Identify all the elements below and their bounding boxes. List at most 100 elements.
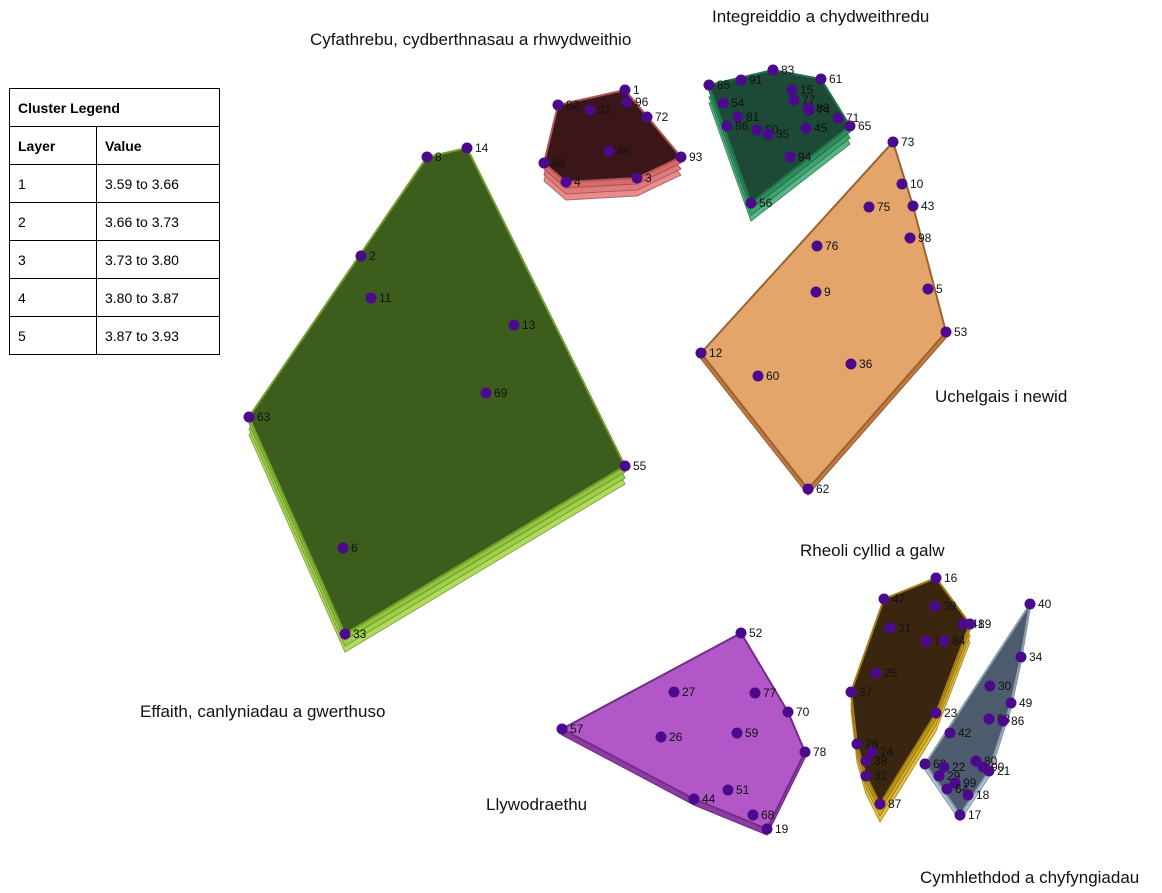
statement-number: 84 xyxy=(952,634,966,648)
statement-point xyxy=(810,286,822,298)
statement-point xyxy=(851,738,863,750)
statement-number: 82 xyxy=(566,98,580,112)
legend-value: 3.87 to 3.93 xyxy=(96,316,220,355)
legend-value: 3.66 to 3.73 xyxy=(96,202,220,241)
statement-point xyxy=(845,358,857,370)
statement-number: 74 xyxy=(817,103,831,117)
statement-number: 45 xyxy=(814,121,828,135)
statement-point xyxy=(984,680,996,692)
legend-row: 1 3.59 to 3.66 xyxy=(9,164,220,203)
statement-number: 49 xyxy=(1019,696,1033,710)
statement-point xyxy=(762,128,774,140)
statement-point xyxy=(954,809,966,821)
statement-point xyxy=(964,618,976,630)
statement-number: 21 xyxy=(997,764,1011,778)
statement-point xyxy=(243,411,255,423)
cluster-hull xyxy=(699,140,948,491)
statement-point xyxy=(802,483,814,495)
statement-number: 87 xyxy=(888,797,902,811)
statement-number: 27 xyxy=(682,685,696,699)
statement-number: 76 xyxy=(825,239,839,253)
statement-number: 10 xyxy=(910,177,924,191)
statement-point xyxy=(703,79,715,91)
statement-number: 2 xyxy=(369,249,376,263)
statement-number: 65 xyxy=(858,119,872,133)
statement-point xyxy=(461,142,473,154)
statement-point xyxy=(904,232,916,244)
statement-number: 98 xyxy=(918,231,932,245)
statement-number: 52 xyxy=(749,626,763,640)
statement-point xyxy=(896,178,908,190)
statement-point xyxy=(751,124,763,136)
legend-value: 3.80 to 3.87 xyxy=(96,278,220,317)
statement-number: 14 xyxy=(475,141,489,155)
statement-number: 38 xyxy=(874,754,888,768)
statement-number: 23 xyxy=(944,706,958,720)
statement-number: 24 xyxy=(880,745,894,759)
statement-point xyxy=(480,387,492,399)
statement-number: 3 xyxy=(645,171,652,185)
statement-number: 26 xyxy=(669,730,683,744)
statement-point xyxy=(717,97,729,109)
statement-number: 8 xyxy=(435,150,442,164)
statement-number: 41 xyxy=(971,617,985,631)
statement-point xyxy=(930,707,942,719)
statement-number: 55 xyxy=(633,459,647,473)
statement-number: 6 xyxy=(351,541,358,555)
statement-point xyxy=(1015,651,1027,663)
statement-point xyxy=(874,798,886,810)
statement-point xyxy=(655,731,667,743)
statement-number: 13 xyxy=(522,318,536,332)
statement-number: 88 xyxy=(816,101,830,115)
statement-point xyxy=(799,746,811,758)
statement-number: 84 xyxy=(552,156,566,170)
statement-point xyxy=(786,84,798,96)
statement-point xyxy=(668,686,680,698)
statement-number: 4 xyxy=(574,175,581,189)
statement-point xyxy=(749,687,761,699)
legend-header-layer: Layer xyxy=(9,126,97,165)
statement-number: 44 xyxy=(702,792,716,806)
statement-point xyxy=(339,628,351,640)
statement-number: 46 xyxy=(617,144,631,158)
statement-number: 37 xyxy=(859,685,873,699)
statement-point xyxy=(688,793,700,805)
statement-point xyxy=(811,240,823,252)
statement-number: 25 xyxy=(884,666,898,680)
statement-number: 96 xyxy=(635,95,649,109)
statement-number: 56 xyxy=(759,196,773,210)
statement-point xyxy=(735,627,747,639)
statement-point xyxy=(695,347,707,359)
legend-row: 4 3.80 to 3.87 xyxy=(9,278,220,317)
cluster-label-rheoli: Rheoli cyllid a galw xyxy=(800,541,945,560)
statement-number: 68 xyxy=(761,808,775,822)
statement-point xyxy=(802,102,814,114)
statement-point xyxy=(619,84,631,96)
statement-point xyxy=(782,706,794,718)
statement-number: 61 xyxy=(829,72,843,86)
statement-point xyxy=(508,319,520,331)
cluster-label-uchelgais: Uchelgais i newid xyxy=(935,387,1067,406)
statement-point xyxy=(863,201,875,213)
statement-number: 94 xyxy=(798,150,812,164)
statement-point xyxy=(860,755,872,767)
legend-layer: 5 xyxy=(9,316,97,355)
statement-number: 43 xyxy=(921,199,935,213)
statement-point xyxy=(552,99,564,111)
statement-point xyxy=(721,120,733,132)
legend-row: 5 3.87 to 3.93 xyxy=(9,316,220,355)
statement-number: 73 xyxy=(901,135,915,149)
statement-point xyxy=(603,145,615,157)
statement-number: 86 xyxy=(1011,714,1025,728)
cluster-label-llywodraethu: Llywodraethu xyxy=(486,795,587,814)
statement-point xyxy=(938,761,950,773)
statement-number: 75 xyxy=(877,200,891,214)
statement-point xyxy=(1024,598,1036,610)
statement-point xyxy=(1005,697,1017,709)
statement-point xyxy=(920,635,932,647)
statement-point xyxy=(761,823,773,835)
cluster-label-effaith: Effaith, canlyniadau a gwerthuso xyxy=(140,702,385,721)
legend-layer: 1 xyxy=(9,164,97,203)
statement-point xyxy=(832,112,844,124)
statement-number: 35 xyxy=(776,127,790,141)
